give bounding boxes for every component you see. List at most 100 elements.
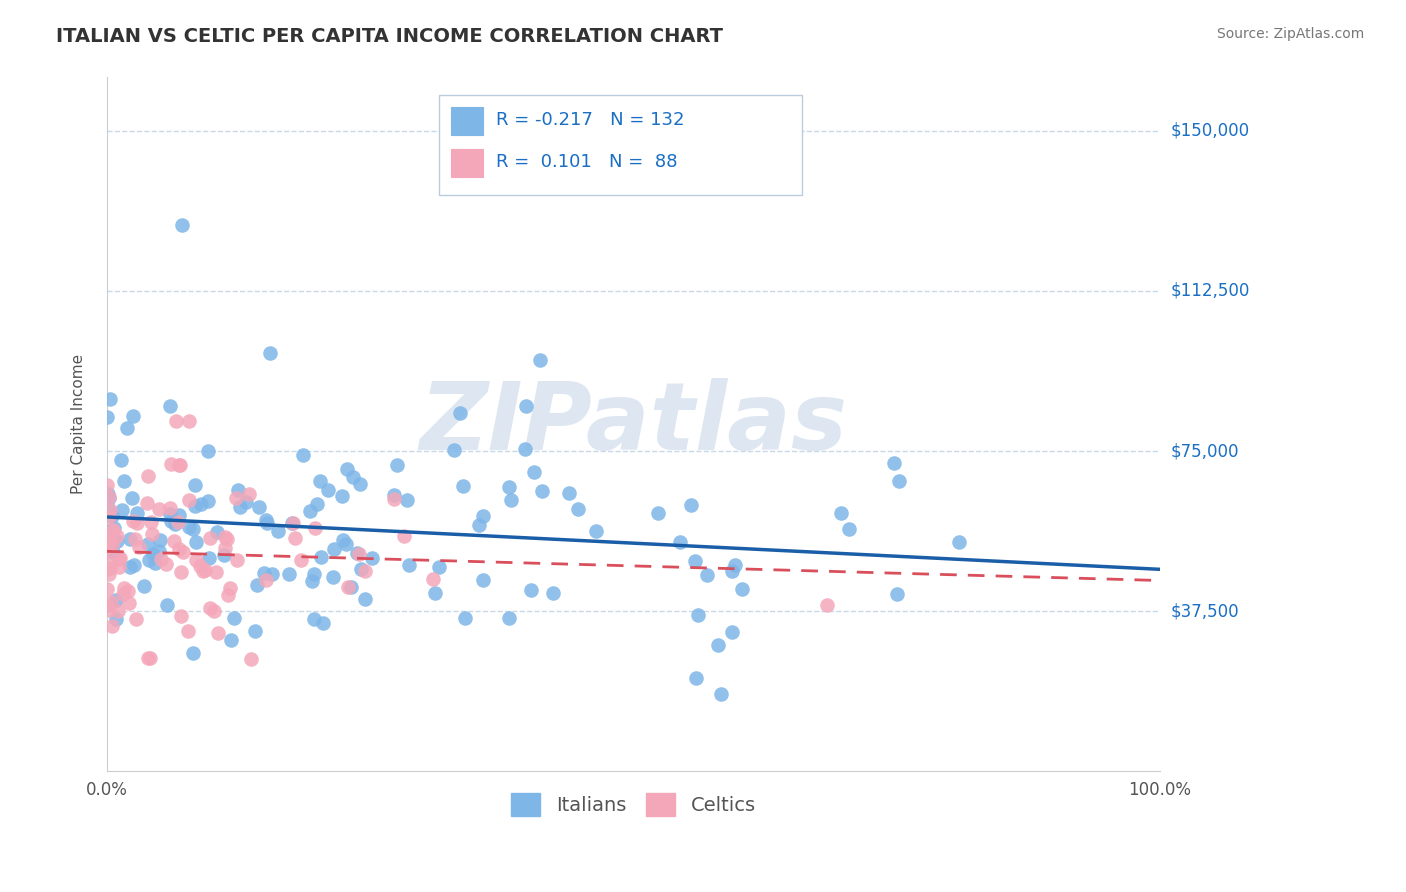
Point: [281, 516, 304, 531]
FancyBboxPatch shape: [439, 95, 801, 195]
Point: [132, 579, 155, 593]
Point: [721, 625, 744, 640]
Point: [311, 549, 333, 564]
Point: [205, 565, 228, 579]
Point: [217, 532, 239, 546]
Point: [382, 487, 405, 501]
Point: [883, 456, 905, 470]
Legend: Italians, Celtics: Italians, Celtics: [503, 785, 763, 824]
Point: [110, 453, 132, 467]
Point: [246, 578, 269, 592]
Point: [342, 469, 364, 483]
Point: [170, 609, 193, 624]
Point: [141, 527, 163, 541]
Point: [97, 509, 120, 524]
Point: [166, 414, 188, 428]
Point: [679, 498, 702, 512]
Point: [198, 531, 221, 545]
Point: [96, 478, 118, 492]
Point: [281, 516, 304, 530]
Point: [183, 523, 205, 537]
Text: Source: ZipAtlas.com: Source: ZipAtlas.com: [1216, 27, 1364, 41]
Point: [104, 593, 127, 607]
Point: [515, 399, 537, 413]
Point: [529, 352, 551, 367]
Point: [136, 496, 159, 510]
Point: [136, 651, 159, 665]
Point: [139, 650, 162, 665]
Point: [108, 551, 131, 566]
Point: [392, 529, 415, 543]
Point: [149, 533, 172, 548]
Text: R = -0.217   N = 132: R = -0.217 N = 132: [495, 112, 685, 129]
Point: [202, 604, 225, 618]
Point: [184, 535, 207, 549]
Point: [103, 523, 125, 537]
Point: [112, 474, 135, 488]
Point: [179, 493, 201, 508]
Point: [155, 557, 177, 571]
Point: [710, 688, 733, 702]
Point: [398, 558, 420, 572]
Point: [124, 533, 146, 547]
Point: [96, 599, 118, 613]
Point: [387, 458, 409, 473]
FancyBboxPatch shape: [451, 149, 482, 177]
Point: [335, 536, 357, 550]
Text: R =  0.101   N =  88: R = 0.101 N = 88: [495, 153, 678, 171]
Point: [278, 566, 301, 581]
Point: [453, 611, 475, 625]
Point: [696, 567, 718, 582]
Point: [96, 582, 118, 596]
Point: [541, 586, 564, 600]
Point: [498, 479, 520, 493]
Point: [887, 474, 910, 488]
Point: [304, 612, 326, 626]
Point: [170, 218, 193, 232]
Point: [97, 556, 120, 570]
Point: [830, 506, 852, 520]
Point: [360, 550, 382, 565]
Point: [668, 535, 690, 549]
Point: [118, 560, 141, 574]
Point: [125, 506, 148, 520]
Point: [103, 521, 125, 535]
Point: [238, 487, 260, 501]
Point: [683, 554, 706, 568]
Text: ITALIAN VS CELTIC PER CAPITA INCOME CORRELATION CHART: ITALIAN VS CELTIC PER CAPITA INCOME CORR…: [56, 27, 723, 45]
Point: [101, 536, 124, 550]
Point: [349, 477, 371, 491]
Point: [149, 551, 172, 566]
Point: [197, 444, 219, 458]
Point: [838, 522, 860, 536]
Point: [122, 514, 145, 528]
Point: [97, 533, 120, 548]
Point: [322, 542, 344, 557]
Point: [235, 495, 257, 509]
Point: [120, 532, 142, 546]
Point: [558, 485, 581, 500]
Point: [451, 479, 474, 493]
Point: [103, 544, 125, 558]
Point: [96, 540, 118, 554]
Point: [112, 581, 135, 595]
Point: [98, 392, 121, 406]
Point: [520, 582, 543, 597]
Point: [724, 558, 747, 572]
Point: [350, 562, 373, 576]
Point: [138, 553, 160, 567]
Point: [222, 611, 245, 625]
Point: [159, 500, 181, 515]
Point: [112, 587, 135, 601]
Point: [96, 562, 118, 576]
Point: [163, 516, 186, 531]
Point: [128, 540, 150, 554]
Point: [229, 500, 252, 515]
Point: [647, 506, 669, 520]
Point: [121, 409, 143, 424]
Point: [117, 584, 139, 599]
Point: [720, 565, 742, 579]
Text: $112,500: $112,500: [1171, 282, 1250, 300]
Point: [243, 624, 266, 639]
Point: [252, 566, 274, 580]
